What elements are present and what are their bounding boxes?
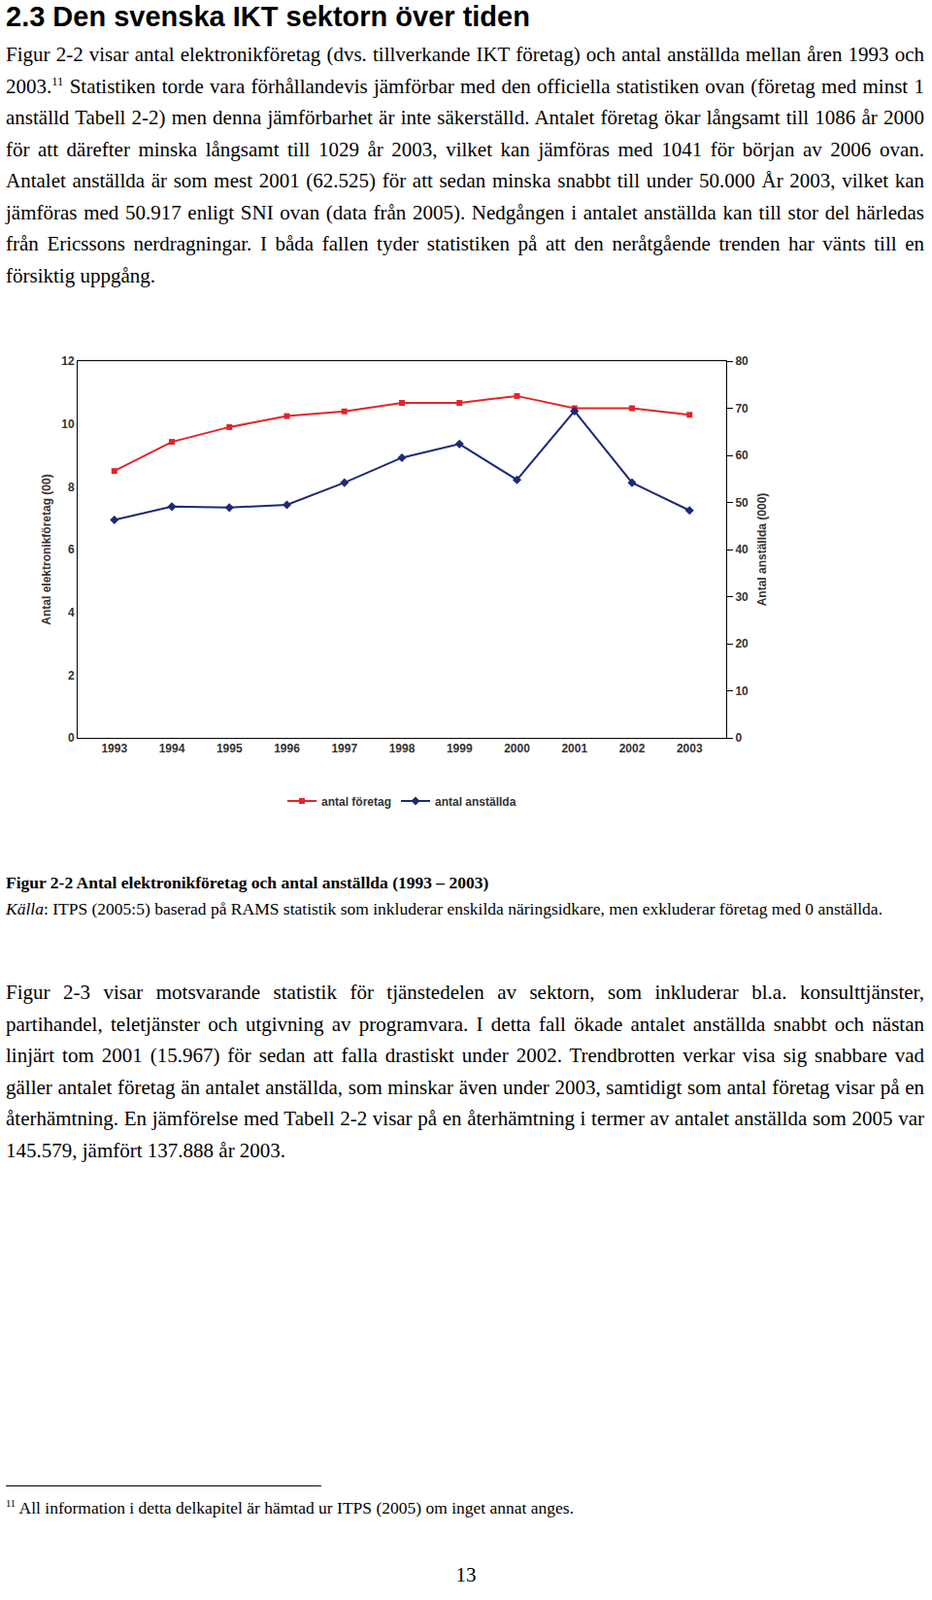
svg-text:60: 60 [734,448,749,463]
svg-text:4: 4 [67,605,75,620]
svg-text:70: 70 [734,401,749,416]
svg-text:antal företag: antal företag [321,795,392,809]
svg-text:1997: 1997 [331,741,358,756]
svg-text:80: 80 [734,354,749,368]
svg-text:2001: 2001 [561,741,588,756]
svg-text:2000: 2000 [503,741,531,756]
svg-text:1998: 1998 [389,741,416,756]
svg-text:Antal elektronikföretag (00): Antal elektronikföretag (00) [39,473,54,625]
svg-text:0: 0 [734,731,742,745]
svg-text:10: 10 [61,417,75,432]
svg-text:30: 30 [734,590,749,604]
svg-text:8: 8 [67,480,75,495]
html-text:2.3 Den svenska IKT sektorn öv: 2.3 Den svenska IKT sektorn över tiden [5,0,530,33]
html-text:Figur 2-2 visar antal elektron: Figur 2-2 visar antal elektronikföretag … [5,42,925,287]
svg-text:1995: 1995 [216,741,243,756]
svg-text:12: 12 [61,354,75,368]
svg-text:6: 6 [67,542,75,557]
svg-text:40: 40 [734,542,749,557]
svg-text:20: 20 [734,636,749,651]
svg-text:50: 50 [734,496,749,510]
html-text:Figur 2-3 visar motsvarande st: Figur 2-3 visar motsvarande statistik fö… [5,980,925,1162]
svg-text:1999: 1999 [446,741,473,756]
html-text:Källa: ITPS (2005:5) baserad p: Källa: ITPS (2005:5) baserad på RAMS sta… [5,898,883,919]
html-text:13: 13 [455,1563,477,1587]
svg-text:10: 10 [734,684,749,699]
svg-text:Antal anställda (000): Antal anställda (000) [755,493,769,607]
svg-text:2: 2 [67,668,75,683]
svg-text:1996: 1996 [273,741,300,756]
svg-text:2003: 2003 [676,741,703,756]
svg-text:1994: 1994 [159,741,186,756]
html-text:11All information i detta delk: 11All information i detta delkapitel är … [5,1497,574,1518]
svg-text:1993: 1993 [100,741,128,756]
svg-text:antal anställda: antal anställda [434,795,517,809]
svg-text:2002: 2002 [619,741,646,756]
html-text:Figur 2-2 Antal elektronikföre: Figur 2-2 Antal elektronikföretag och an… [5,872,489,893]
svg-text:0: 0 [67,731,75,745]
